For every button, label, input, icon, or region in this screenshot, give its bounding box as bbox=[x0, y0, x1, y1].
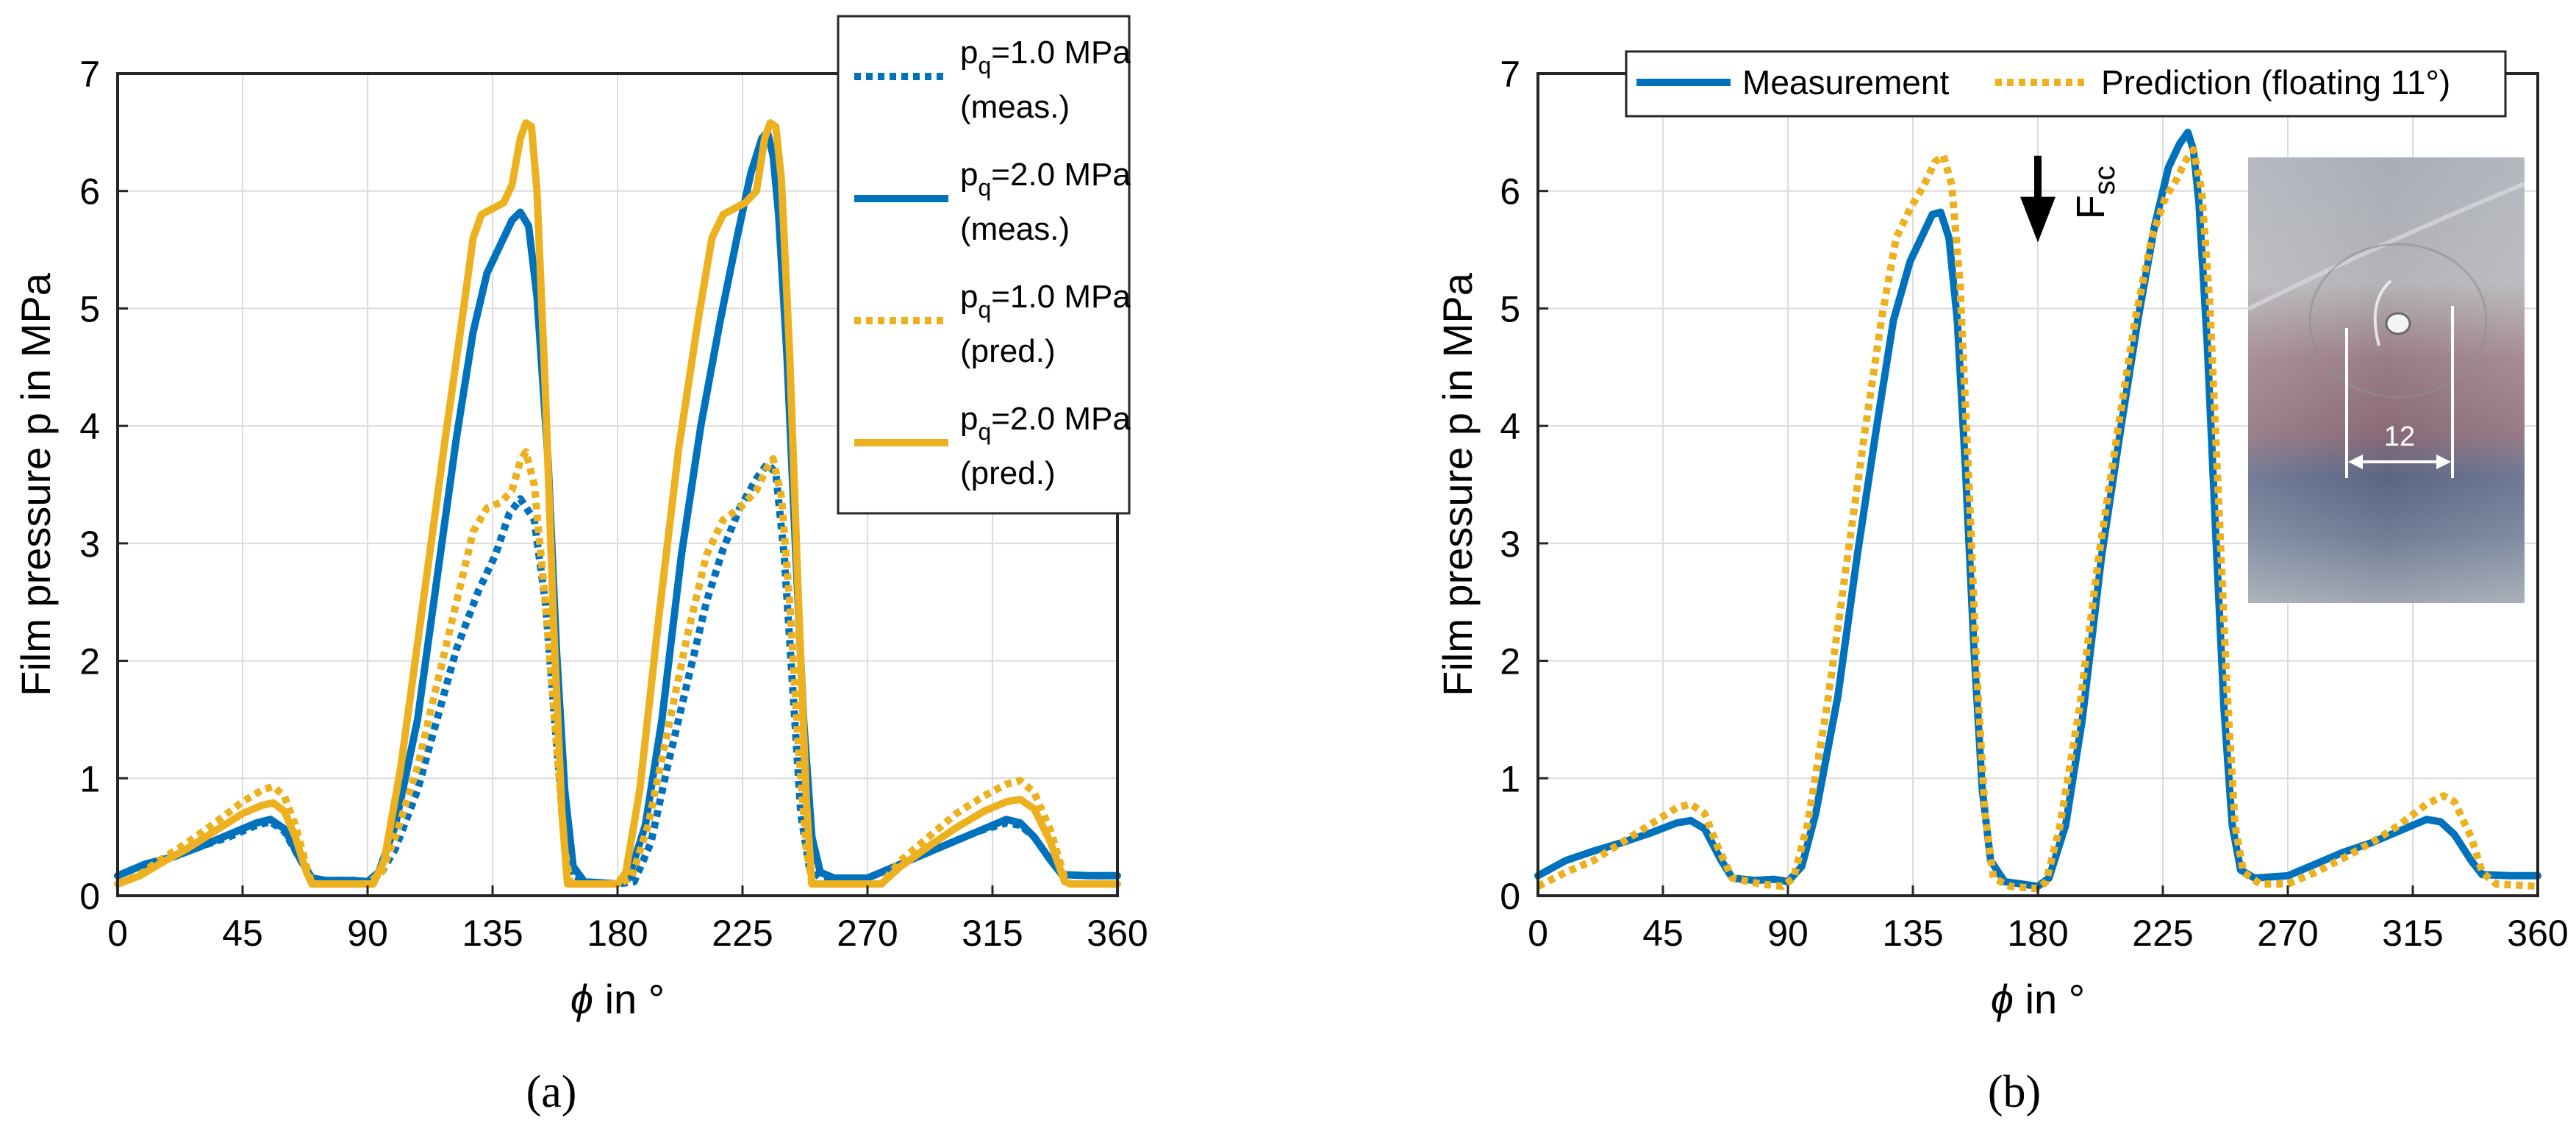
panel-a-xtick-label: 270 bbox=[837, 913, 898, 954]
inset-photo-sheen bbox=[2248, 157, 2525, 603]
panel-a-xtick-label: 0 bbox=[107, 913, 128, 954]
inset-photo-hole bbox=[2385, 312, 2411, 335]
panel-a-ylabel: Film pressure p in MPa bbox=[12, 272, 59, 696]
panel-b-xtick-label: 225 bbox=[2132, 913, 2193, 954]
panel-b-ytick-label: 0 bbox=[1500, 876, 1520, 917]
panel-a-ytick-label: 2 bbox=[79, 641, 100, 682]
panel-a-xtick-label: 315 bbox=[962, 913, 1023, 954]
legend-a-note-3: (pred.) bbox=[960, 333, 1056, 369]
panel-a-xlabel: ϕ in ° bbox=[570, 976, 665, 1022]
panel-b-xticks: 0 45 90 135 180 225 270 315 360 bbox=[1528, 885, 2569, 954]
panel-a-yticks: 0 1 2 3 4 5 6 7 bbox=[79, 54, 128, 917]
panel-a-ytick-label: 7 bbox=[79, 54, 100, 95]
panel-b-xtick-label: 360 bbox=[2507, 913, 2568, 954]
force-label-main: F bbox=[2069, 195, 2113, 219]
legend-a-label-2: pq=2.0 MPa bbox=[960, 157, 1131, 201]
panel-b-ytick-label: 2 bbox=[1500, 641, 1520, 682]
inset-photo-pocket-outline bbox=[2308, 243, 2488, 399]
caption-b: (b) bbox=[1988, 1067, 2041, 1117]
panel-b-ytick-label: 1 bbox=[1500, 758, 1520, 799]
panel-b-xtick-label: 45 bbox=[1642, 913, 1684, 954]
panel-a-xtick-label: 45 bbox=[222, 913, 263, 954]
panel-a-xticks: 0 45 90 135 180 225 270 315 360 bbox=[107, 885, 1148, 954]
panel-b-xtick-label: 270 bbox=[2257, 913, 2318, 954]
panel-b-ytick-label: 5 bbox=[1500, 288, 1520, 329]
inset-dimension-label: 12 bbox=[2384, 421, 2415, 452]
panel-a-ytick-label: 1 bbox=[79, 758, 100, 799]
panel-a-xtick-label: 90 bbox=[347, 913, 388, 954]
panel-b-xtick-label: 315 bbox=[2382, 913, 2443, 954]
legend-a-note-1: (meas.) bbox=[960, 89, 1070, 125]
panel-b-ylabel: Film pressure p in MPa bbox=[1434, 272, 1481, 696]
panel-b-xlabel: ϕ in ° bbox=[1991, 976, 2085, 1022]
panel-b-legend: Measurement Prediction (floating 11°) bbox=[1625, 50, 2507, 118]
panel-a-ytick-label: 4 bbox=[79, 406, 100, 447]
panel-b-yticks: 0 1 2 3 4 5 6 7 bbox=[1500, 54, 1548, 917]
legend-b-label-2: Prediction (floating 11°) bbox=[2101, 63, 2450, 101]
legend-a-label-4: pq=2.0 MPa bbox=[960, 401, 1131, 445]
panel-a-ytick-label: 5 bbox=[79, 288, 100, 329]
inset-dimension-arrow-left bbox=[2348, 454, 2363, 469]
panel-b-ytick-label: 3 bbox=[1500, 524, 1520, 565]
legend-a-note-2: (meas.) bbox=[960, 211, 1070, 247]
panel-b-xtick-label: 135 bbox=[1882, 913, 1943, 954]
panel-a-series-line-4 bbox=[114, 119, 1121, 888]
panel-a-legend: pq=1.0 MPa (meas.) pq=2.0 MPa (meas.) pq=1.0… bbox=[837, 15, 1131, 515]
panel-a-xtick-label: 360 bbox=[1087, 913, 1148, 954]
panel-a-ytick-label: 0 bbox=[79, 876, 100, 917]
panel-a-series bbox=[114, 119, 1121, 888]
force-arrow-annotation: Fsc bbox=[2020, 155, 2121, 243]
panel-a-xtick-label: 180 bbox=[587, 913, 648, 954]
panel-a-xtick-label: 225 bbox=[712, 913, 773, 954]
panel-b-ytick-label: 7 bbox=[1500, 54, 1520, 95]
legend-b-label-1: Measurement bbox=[1742, 63, 1949, 101]
panel-a-legend-box bbox=[837, 15, 1131, 515]
force-arrow-head bbox=[2020, 196, 2056, 243]
panel-a-ytick-label: 3 bbox=[79, 524, 100, 565]
force-label-sub: sc bbox=[2089, 165, 2121, 195]
inset-photo-pocket-edge bbox=[2373, 279, 2392, 346]
panel-a-xtick-label: 135 bbox=[462, 913, 523, 954]
inset-dimension-arrow-right bbox=[2436, 454, 2451, 469]
panel-b-xtick-label: 180 bbox=[2007, 913, 2068, 954]
panel-a-ytick-label: 6 bbox=[79, 171, 100, 213]
caption-a: (a) bbox=[526, 1067, 577, 1117]
panel-b-xtick-label: 0 bbox=[1528, 913, 1548, 954]
panel-b-ytick-label: 4 bbox=[1500, 406, 1520, 447]
legend-a-label-3: pq=1.0 MPa bbox=[960, 279, 1131, 323]
force-label: Fsc bbox=[2069, 165, 2121, 219]
legend-a-label-1: pq=1.0 MPa bbox=[960, 35, 1131, 79]
inset-photo: 12 bbox=[2247, 157, 2526, 603]
panel-b-ytick-label: 6 bbox=[1500, 171, 1520, 213]
panel-b-xtick-label: 90 bbox=[1767, 913, 1808, 954]
legend-a-note-4: (pred.) bbox=[960, 455, 1056, 491]
